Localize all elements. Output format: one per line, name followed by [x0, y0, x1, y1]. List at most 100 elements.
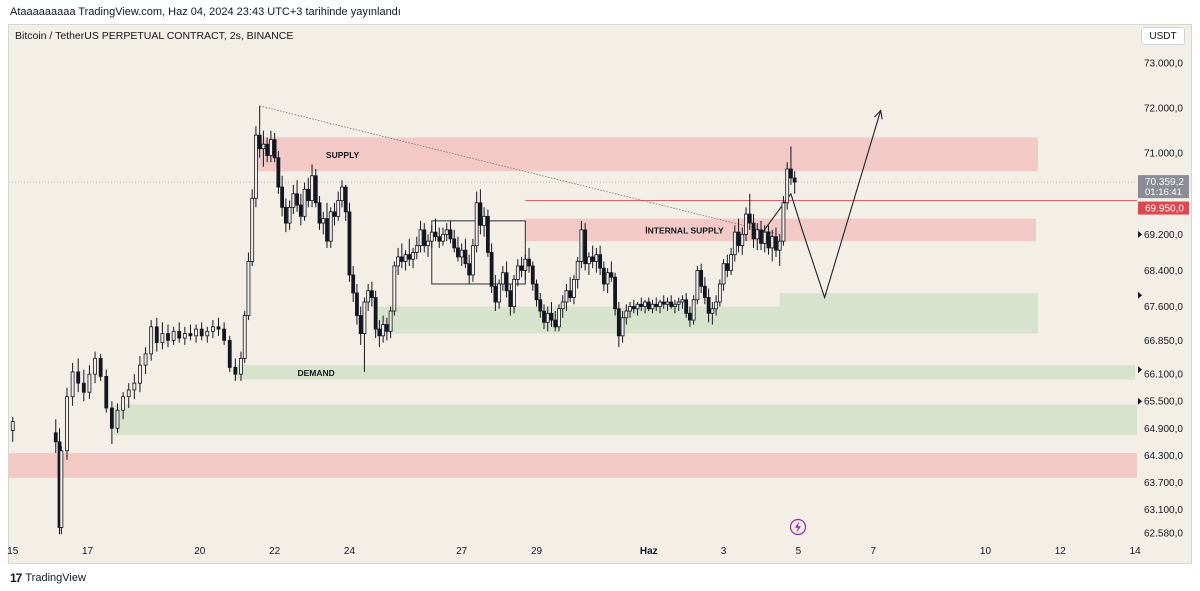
candle-body[interactable]: [160, 333, 165, 343]
candle-body[interactable]: [669, 301, 674, 307]
candle-body[interactable]: [325, 218, 329, 242]
candle-body[interactable]: [485, 215, 490, 253]
candle-body[interactable]: [639, 303, 644, 307]
candle-body[interactable]: [515, 265, 520, 280]
candle-body[interactable]: [467, 263, 472, 276]
candle-body[interactable]: [489, 252, 494, 287]
candle-body[interactable]: [740, 233, 745, 247]
candle-body[interactable]: [557, 308, 561, 328]
candle-body[interactable]: [216, 326, 221, 330]
demand-zone[interactable]: [233, 365, 1136, 380]
candle-body[interactable]: [654, 303, 659, 307]
candle-body[interactable]: [276, 157, 281, 188]
candle-body[interactable]: [70, 371, 75, 398]
candle-body[interactable]: [388, 310, 393, 332]
candle-body[interactable]: [736, 231, 741, 247]
tradingview-logo[interactable]: 17 TradingView: [10, 571, 86, 585]
candle-body[interactable]: [10, 421, 15, 431]
candle-body[interactable]: [691, 299, 696, 321]
candle-body[interactable]: [695, 270, 700, 301]
candle-body[interactable]: [747, 213, 752, 224]
candle-body[interactable]: [452, 238, 457, 249]
candle-body[interactable]: [283, 206, 288, 224]
candle-body[interactable]: [441, 233, 445, 242]
candle-body[interactable]: [594, 254, 599, 262]
candle-body[interactable]: [542, 310, 546, 323]
candle-body[interactable]: [631, 306, 636, 310]
candle-body[interactable]: [268, 139, 273, 156]
candle-body[interactable]: [121, 396, 126, 411]
candle-body[interactable]: [199, 328, 204, 337]
candle-body[interactable]: [665, 301, 670, 305]
candle-body[interactable]: [545, 312, 550, 323]
candle-body[interactable]: [302, 188, 307, 217]
candle-body[interactable]: [306, 188, 311, 201]
candle-body[interactable]: [587, 256, 591, 265]
candle-body[interactable]: [332, 211, 337, 217]
candle-body[interactable]: [403, 254, 408, 262]
supply-zone[interactable]: [9, 453, 1137, 478]
candle-body[interactable]: [233, 366, 238, 375]
candle-body[interactable]: [171, 330, 176, 341]
candle-body[interactable]: [729, 254, 733, 271]
candle-body[interactable]: [463, 249, 468, 265]
candle-body[interactable]: [493, 285, 498, 303]
candle-body[interactable]: [572, 279, 576, 298]
candle-body[interactable]: [643, 301, 647, 307]
candle-body[interactable]: [76, 371, 81, 384]
candle-body[interactable]: [650, 303, 655, 310]
candle-body[interactable]: [109, 407, 114, 429]
candle-body[interactable]: [407, 254, 412, 260]
candle-body[interactable]: [437, 236, 442, 242]
candle-body[interactable]: [751, 222, 756, 240]
candle-body[interactable]: [620, 317, 625, 337]
candle-body[interactable]: [590, 256, 595, 262]
candle-body[interactable]: [298, 204, 303, 217]
candle-body[interactable]: [87, 373, 92, 393]
candle-body[interactable]: [399, 256, 404, 262]
candle-body[interactable]: [680, 299, 685, 303]
candle-body[interactable]: [725, 263, 730, 271]
candle-body[interactable]: [661, 301, 666, 305]
candle-body[interactable]: [317, 202, 322, 224]
candle-body[interactable]: [530, 265, 535, 285]
candle-body[interactable]: [721, 263, 726, 285]
candle-body[interactable]: [616, 308, 621, 337]
candle-body[interactable]: [534, 283, 539, 301]
candle-body[interactable]: [422, 229, 427, 247]
candle-body[interactable]: [579, 229, 584, 262]
candle-body[interactable]: [287, 206, 292, 224]
candle-body[interactable]: [474, 202, 479, 247]
supply-zone[interactable]: [525, 218, 1036, 242]
supply-zone[interactable]: [255, 137, 1038, 172]
candle-body[interactable]: [512, 279, 516, 307]
candle-body[interactable]: [426, 240, 430, 247]
candle-body[interactable]: [759, 229, 763, 244]
candle-body[interactable]: [583, 229, 588, 265]
candle-body[interactable]: [471, 245, 475, 276]
demand-zone[interactable]: [779, 293, 1038, 307]
candle-body[interactable]: [459, 249, 464, 258]
candle-body[interactable]: [154, 326, 159, 343]
candle-body[interactable]: [770, 236, 775, 249]
candle-body[interactable]: [381, 324, 386, 337]
candle-body[interactable]: [321, 218, 326, 224]
candle-body[interactable]: [568, 290, 573, 298]
candle-body[interactable]: [549, 312, 554, 321]
candle-body[interactable]: [98, 357, 103, 377]
candle-body[interactable]: [444, 229, 449, 235]
candle-body[interactable]: [575, 261, 580, 280]
candle-body[interactable]: [59, 450, 64, 528]
candle-body[interactable]: [280, 186, 285, 208]
candle-body[interactable]: [785, 168, 790, 204]
candle-body[interactable]: [370, 290, 374, 298]
candle-body[interactable]: [414, 245, 419, 253]
candle-body[interactable]: [126, 389, 131, 398]
candle-body[interactable]: [295, 193, 299, 206]
candle-body[interactable]: [676, 301, 681, 305]
candle-body[interactable]: [104, 376, 109, 409]
candle-body[interactable]: [508, 290, 513, 307]
candle-body[interactable]: [358, 315, 363, 334]
candle-body[interactable]: [482, 215, 487, 226]
candle-body[interactable]: [732, 231, 737, 256]
